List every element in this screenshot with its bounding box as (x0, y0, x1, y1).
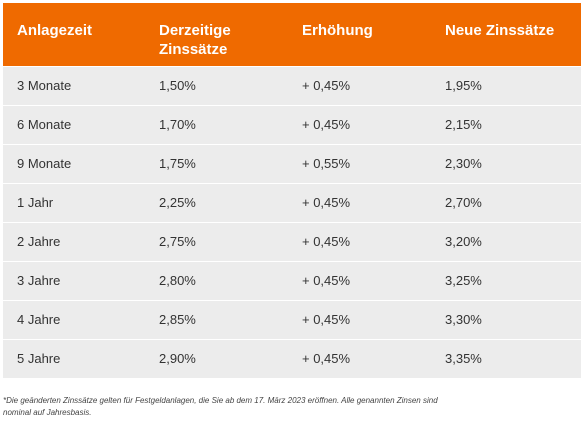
cell-current-rate: 1,70% (145, 104, 288, 144)
cell-current-rate: 2,90% (145, 338, 288, 378)
header-new-rates-label: Neue Zinssätze (445, 22, 555, 39)
table-row: 5 Jahre 2,90% + 0,45% 3,35% (3, 338, 581, 378)
table-header: Anlagezeit Derzeitige Zinssätze Erhöhung… (3, 3, 581, 66)
cell-increase: + 0,55% (288, 143, 431, 183)
header-increase: Erhöhung (288, 3, 431, 66)
footnote-line-2: nominal auf Jahresbasis. (3, 408, 92, 417)
cell-increase: + 0,45% (288, 104, 431, 144)
header-row: Anlagezeit Derzeitige Zinssätze Erhöhung… (3, 3, 581, 66)
cell-increase: + 0,45% (288, 182, 431, 222)
table-row: 2 Jahre 2,75% + 0,45% 3,20% (3, 221, 581, 261)
cell-current-rate: 1,50% (145, 65, 288, 105)
cell-new-rate: 3,35% (431, 338, 581, 378)
cell-increase: + 0,45% (288, 338, 431, 378)
cell-term: 3 Monate (3, 65, 145, 105)
cell-increase: + 0,45% (288, 260, 431, 300)
table-row: 9 Monate 1,75% + 0,55% 2,30% (3, 143, 581, 183)
cell-new-rate: 3,25% (431, 260, 581, 300)
table-row: 6 Monate 1,70% + 0,45% 2,15% (3, 104, 581, 144)
table-row: 1 Jahr 2,25% + 0,45% 2,70% (3, 182, 581, 222)
table-row: 3 Monate 1,50% + 0,45% 1,95% (3, 65, 581, 105)
table-body: 3 Monate 1,50% + 0,45% 1,95% 6 Monate 1,… (3, 65, 581, 378)
header-current-rates-line2: Zinssätze (159, 41, 228, 58)
cell-term: 1 Jahr (3, 182, 145, 222)
footnote: *Die geänderten Zinssätze gelten für Fes… (3, 395, 563, 419)
cell-new-rate: 2,30% (431, 143, 581, 183)
cell-increase: + 0,45% (288, 221, 431, 261)
cell-current-rate: 2,85% (145, 299, 288, 339)
cell-current-rate: 1,75% (145, 143, 288, 183)
header-increase-label: Erhöhung (302, 22, 373, 39)
cell-increase: + 0,45% (288, 65, 431, 105)
cell-new-rate: 2,15% (431, 104, 581, 144)
cell-current-rate: 2,25% (145, 182, 288, 222)
cell-term: 4 Jahre (3, 299, 145, 339)
cell-term: 3 Jahre (3, 260, 145, 300)
cell-term: 9 Monate (3, 143, 145, 183)
cell-new-rate: 3,20% (431, 221, 581, 261)
header-current-rates-line1: Derzeitige (159, 22, 231, 39)
footnote-line-1: *Die geänderten Zinssätze gelten für Fes… (3, 396, 438, 405)
cell-term: 6 Monate (3, 104, 145, 144)
header-new-rates: Neue Zinssätze (431, 3, 581, 66)
table-row: 3 Jahre 2,80% + 0,45% 3,25% (3, 260, 581, 300)
cell-new-rate: 2,70% (431, 182, 581, 222)
cell-new-rate: 1,95% (431, 65, 581, 105)
interest-rate-table: Anlagezeit Derzeitige Zinssätze Erhöhung… (3, 3, 581, 378)
header-term: Anlagezeit (3, 3, 145, 66)
cell-new-rate: 3,30% (431, 299, 581, 339)
cell-increase: + 0,45% (288, 299, 431, 339)
header-term-label: Anlagezeit (17, 22, 93, 39)
cell-current-rate: 2,75% (145, 221, 288, 261)
cell-term: 5 Jahre (3, 338, 145, 378)
table-row: 4 Jahre 2,85% + 0,45% 3,30% (3, 299, 581, 339)
cell-current-rate: 2,80% (145, 260, 288, 300)
cell-term: 2 Jahre (3, 221, 145, 261)
header-current-rates: Derzeitige Zinssätze (145, 3, 288, 66)
